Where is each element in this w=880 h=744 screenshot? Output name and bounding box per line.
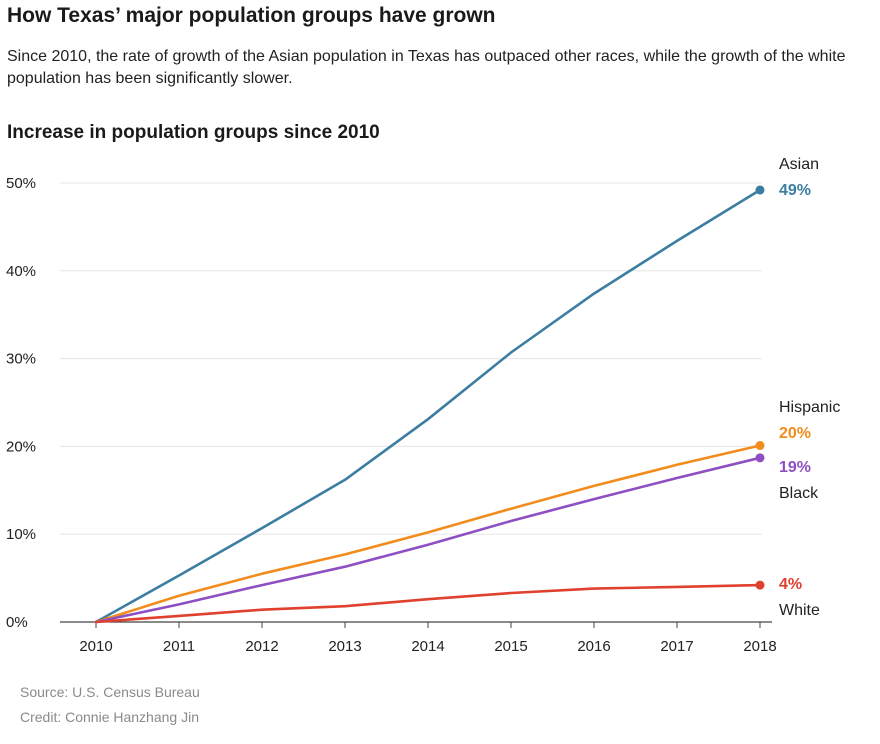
series-name-label-black: Black xyxy=(779,485,819,502)
x-tick-label: 2018 xyxy=(743,638,776,655)
line-chart: 0% 10% 20% 30% 40% 50% 2010 2011 2012 2013 2014 201… xyxy=(6,156,840,655)
x-tick-label: 2012 xyxy=(245,638,278,655)
y-tick-label: 20% xyxy=(6,438,36,455)
series-end-dot-hispanic xyxy=(755,441,765,451)
y-tick-label: 50% xyxy=(6,175,36,192)
x-tick-label: 2011 xyxy=(163,638,195,655)
page-subtitle: Since 2010, the rate of growth of the As… xyxy=(7,48,846,87)
series-name-label-white: White xyxy=(779,602,820,619)
credit-note: Credit: Connie Hanzhang Jin xyxy=(20,709,199,725)
series-value-label-hispanic: 20% xyxy=(779,425,811,442)
x-tick-label: 2010 xyxy=(79,638,112,655)
y-tick-label: 40% xyxy=(6,263,36,280)
series-end-dot-black xyxy=(755,453,765,463)
axes: 0% 10% 20% 30% 40% 50% 2010 2011 2012 2013 2014 201… xyxy=(6,175,777,655)
series-end-dot-white xyxy=(755,580,765,590)
series-value-label-black: 19% xyxy=(779,459,811,476)
series-end-dot-asian xyxy=(755,185,765,195)
page-title: How Texas’ major population groups have … xyxy=(7,4,496,27)
series-labels: Asian 49% Hispanic 20% Black 19% White 4% xyxy=(779,156,840,619)
y-tick-label: 0% xyxy=(6,614,28,631)
series-value-label-asian: 49% xyxy=(779,182,811,199)
y-tick-label: 30% xyxy=(6,351,36,368)
x-tick-label: 2013 xyxy=(328,638,361,655)
series-value-label-white: 4% xyxy=(779,576,802,593)
series-line-white xyxy=(94,583,762,624)
x-tick-label: 2016 xyxy=(577,638,610,655)
x-tick-label: 2014 xyxy=(411,638,444,655)
series-name-label-asian: Asian xyxy=(779,156,819,173)
series-name-label-hispanic: Hispanic xyxy=(779,399,840,416)
y-tick-label: 10% xyxy=(6,526,36,543)
x-tick-label: 2015 xyxy=(494,638,527,655)
series-line-hispanic xyxy=(94,444,762,624)
gridlines xyxy=(60,182,762,535)
series xyxy=(94,185,765,624)
chart-title: Increase in population groups since 2010 xyxy=(7,122,380,143)
series-line-asian xyxy=(94,188,762,624)
x-tick-label: 2017 xyxy=(660,638,693,655)
series-line-black xyxy=(94,456,762,624)
source-note: Source: U.S. Census Bureau xyxy=(20,684,200,700)
